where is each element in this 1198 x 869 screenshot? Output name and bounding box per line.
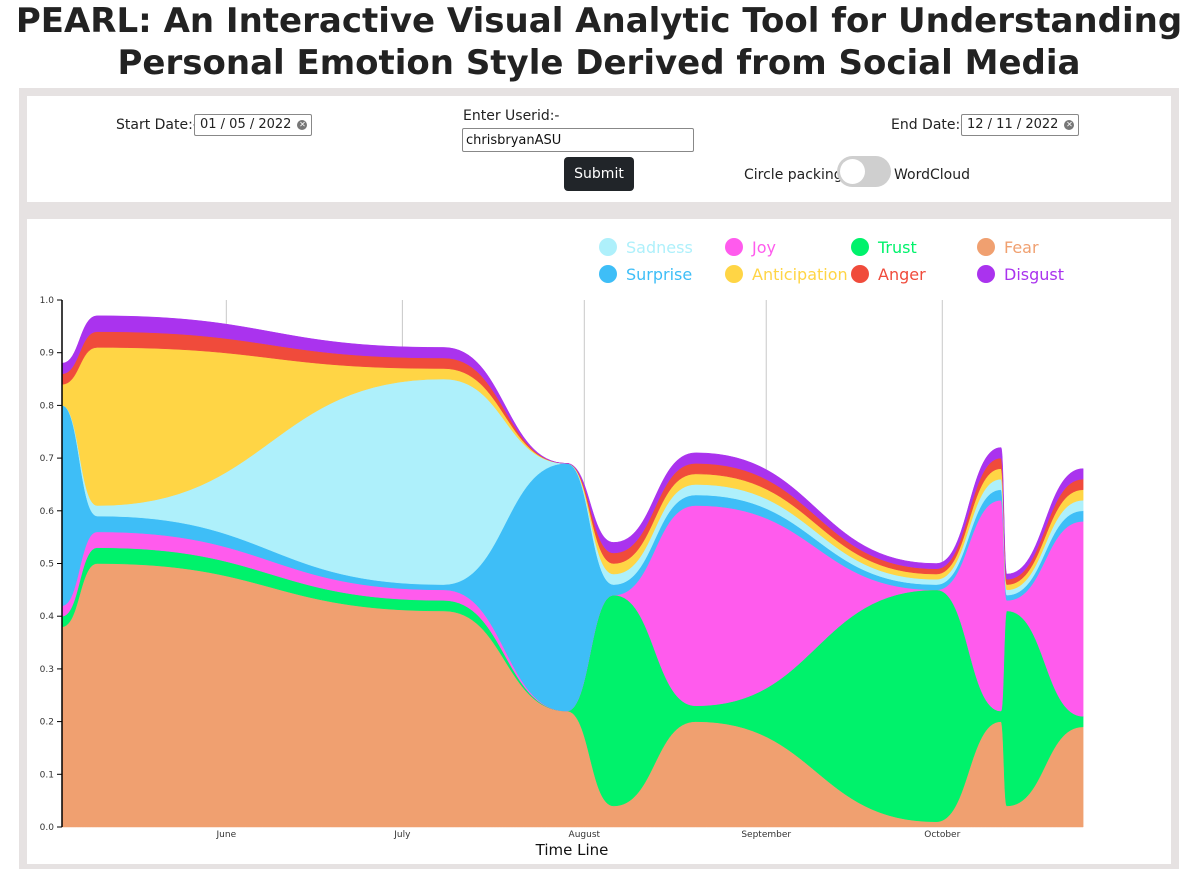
legend-swatch-joy [725, 238, 743, 256]
legend-label-sadness: Sadness [626, 238, 693, 257]
userid-input[interactable] [462, 128, 694, 152]
clear-icon[interactable]: ✕ [297, 120, 308, 130]
start-date-label: Start Date:- [116, 117, 198, 133]
y-tick-label: 0.7 [40, 454, 54, 464]
x-tick-label: June [216, 830, 237, 840]
legend-swatch-disgust [977, 265, 995, 283]
legend-label-disgust: Disgust [1004, 265, 1064, 284]
y-tick-label: 0.9 [40, 349, 55, 359]
legend-swatch-sadness [599, 238, 617, 256]
x-tick-label: October [924, 830, 960, 840]
userid-label: Enter Userid:- [463, 108, 560, 124]
x-tick-label: July [393, 830, 411, 840]
y-tick-label: 0.2 [40, 718, 54, 728]
page-title-line-2: Personal Emotion Style Derived from Soci… [117, 43, 1081, 83]
x-tick-label: August [569, 830, 601, 840]
clear-icon[interactable]: ✕ [1064, 120, 1075, 130]
start-date-input[interactable]: 01 / 05 / 2022 ✕ [194, 114, 313, 136]
legend-swatch-trust [851, 238, 869, 256]
toggle-left-label: Circle packing [744, 167, 843, 183]
legend-swatch-fear [977, 238, 995, 256]
legend-swatch-anticipation [725, 265, 743, 283]
end-date-label: End Date:- [891, 117, 966, 133]
legend-swatch-surprise [599, 265, 617, 283]
legend-swatch-anger [851, 265, 869, 283]
start-date-value: 01 / 05 / 2022 [200, 117, 292, 132]
y-tick-label: 0.1 [40, 770, 54, 780]
y-tick-label: 0.6 [40, 507, 55, 517]
legend-label-anger: Anger [878, 265, 926, 284]
y-tick-label: 1.0 [40, 296, 55, 306]
chart-panel: June July August September October 0.0 0.1 0.2 0… [27, 219, 1171, 864]
page-title: PEARL: An Interactive Visual Analytic To… [0, 0, 1198, 84]
legend-label-joy: Joy [751, 238, 776, 257]
end-date-input[interactable]: 12 / 11 / 2022 ✕ [961, 114, 1080, 136]
main-container: Start Date:- 01 / 05 / 2022 ✕ Enter User… [19, 88, 1179, 869]
x-axis-title: Time Line [535, 841, 609, 859]
legend-label-trust: Trust [877, 238, 917, 257]
y-tick-label: 0.8 [40, 401, 55, 411]
x-tick-label: September [741, 830, 791, 840]
end-date-value: 12 / 11 / 2022 [967, 117, 1059, 132]
y-tick-label: 0.3 [40, 665, 54, 675]
toggle-knob [840, 159, 865, 184]
legend-label-anticipation: Anticipation [752, 265, 848, 284]
y-tick-label: 0.0 [40, 823, 55, 833]
page-title-line-1: PEARL: An Interactive Visual Analytic To… [15, 1, 1183, 41]
y-tick-label: 0.4 [40, 612, 55, 622]
emotion-streamgraph: June July August September October 0.0 0.1 0.2 0… [40, 238, 1084, 859]
toggle-right-label: WordCloud [894, 167, 970, 183]
legend-label-fear: Fear [1004, 238, 1039, 257]
view-toggle-switch[interactable] [837, 156, 891, 187]
area-disgust [61, 315, 1084, 580]
controls-panel: Start Date:- 01 / 05 / 2022 ✕ Enter User… [27, 96, 1171, 202]
legend-label-surprise: Surprise [626, 265, 692, 284]
submit-button[interactable]: Submit [564, 157, 634, 191]
y-tick-label: 0.5 [40, 560, 54, 570]
